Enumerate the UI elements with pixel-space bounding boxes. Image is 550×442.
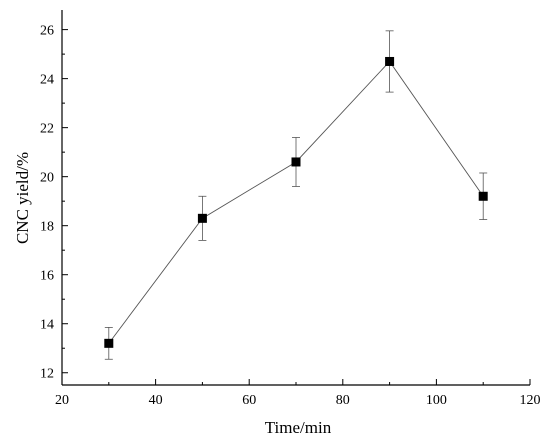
y-tick-label: 16 xyxy=(40,269,54,284)
series-line xyxy=(108,60,484,344)
y-tick-label: 14 xyxy=(40,318,54,333)
x-ticks: 20 40 60 80 100 120 xyxy=(55,379,541,408)
data-point xyxy=(104,338,114,348)
x-tick-label: 60 xyxy=(242,393,256,408)
x-tick-label: 100 xyxy=(426,393,447,408)
x-axis-title: Time/min xyxy=(265,418,332,437)
y-tick-label: 20 xyxy=(40,171,54,186)
x-tick-label: 80 xyxy=(336,393,350,408)
x-tick-label: 20 xyxy=(55,393,69,408)
y-tick-label: 18 xyxy=(40,220,54,235)
axes xyxy=(61,10,530,386)
series-layer xyxy=(104,30,488,360)
data-point xyxy=(197,213,207,223)
y-tick-label: 22 xyxy=(40,122,54,137)
y-ticks: 12 14 16 18 20 22 24 26 xyxy=(40,24,68,382)
y-axis-title: CNC yield/% xyxy=(13,152,32,244)
y-tick-label: 12 xyxy=(40,367,54,382)
data-point xyxy=(385,56,395,66)
y-tick-label: 24 xyxy=(40,73,54,88)
x-tick-label: 40 xyxy=(149,393,163,408)
y-tick-label: 26 xyxy=(40,24,54,39)
x-tick-label: 120 xyxy=(520,393,541,408)
data-point xyxy=(291,157,301,167)
data-point xyxy=(478,191,488,201)
